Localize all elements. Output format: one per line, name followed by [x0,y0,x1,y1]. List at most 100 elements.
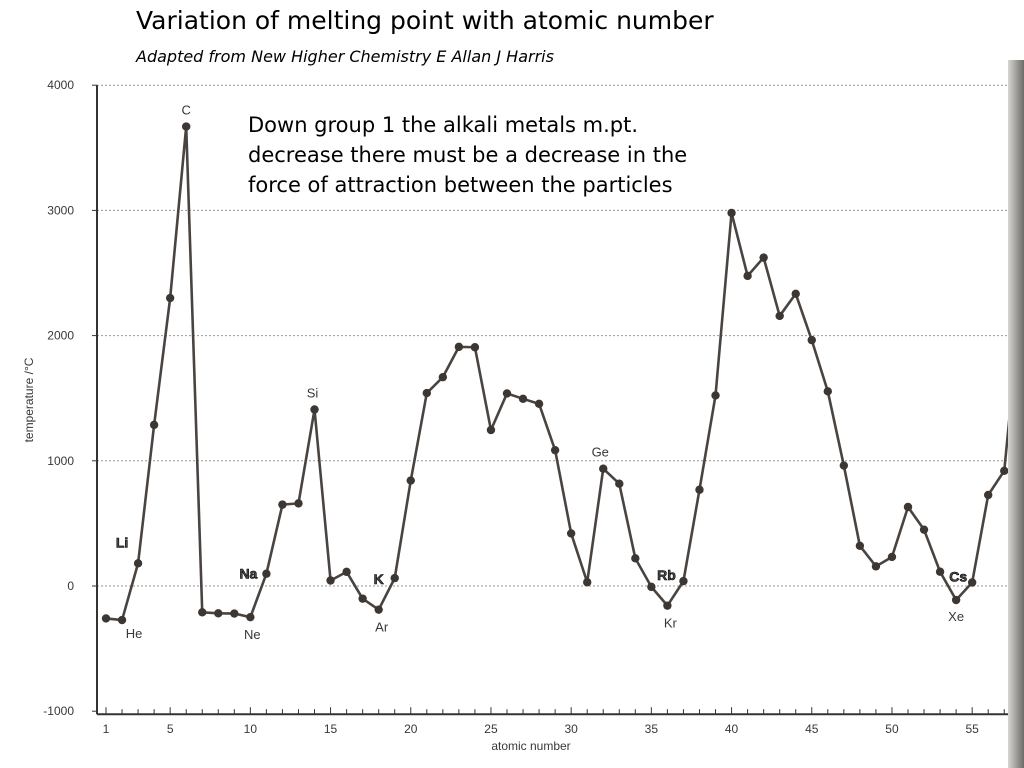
element-label-he: He [126,626,143,641]
data-point-14 [310,405,319,414]
data-point-11 [262,569,271,578]
data-point-1 [101,614,111,623]
scan-edge-decoration [1008,60,1024,768]
x-tick-label: 1 [103,722,110,736]
x-axis-title: atomic number [491,739,570,753]
x-tick-label: 20 [404,722,418,736]
alkali-label-k: K [374,571,384,587]
data-point-3 [133,559,143,568]
element-label-xe: Xe [948,609,964,624]
data-point-13 [294,499,303,508]
series-line [105,125,1022,622]
x-tick-label: 55 [965,722,979,736]
slide-title: Variation of melting point with atomic n… [136,6,714,35]
x-tick-label: 45 [805,722,819,736]
point-labels: C He Ne Si Ar Ge Kr Xe Li Na K Rb Cs [116,103,968,643]
x-tick-label: 10 [244,722,258,736]
data-point-52 [919,525,929,534]
data-point-57 [1000,466,1009,476]
data-point-51 [903,502,913,512]
data-point-56 [984,490,993,500]
data-point-30 [566,529,576,538]
element-label-c: C [182,103,191,118]
x-tick-label: 40 [725,722,739,736]
data-point-28 [534,399,544,409]
y-axis-title: temperature /°C [22,357,36,442]
data-point-54 [951,595,961,605]
data-point-40 [727,208,736,218]
y-tick-label: 0 [67,579,74,593]
series-polyline [105,125,1022,622]
data-point-29 [550,445,560,455]
data-point-47 [839,461,849,470]
data-point-18 [374,605,383,614]
data-point-50 [887,552,897,562]
data-point-4 [149,420,159,430]
data-point-31 [583,578,592,587]
data-point-20 [406,476,415,485]
alkali-label-li: Li [116,534,128,550]
data-point-17 [358,594,367,603]
data-point-33 [615,479,624,488]
element-label-si: Si [307,385,319,400]
data-point-7 [198,608,207,617]
data-point-8 [214,609,223,618]
x-tick-label: 25 [484,722,498,736]
data-point-44 [791,289,800,298]
data-point-27 [518,394,528,404]
y-tick-label: 1000 [47,454,74,468]
data-point-39 [711,391,720,400]
alkali-label-na: Na [239,566,257,582]
data-point-43 [775,311,784,321]
x-tick-label: 50 [885,722,899,736]
x-tick-label: 15 [324,722,338,736]
data-point-9 [230,609,239,618]
y-tick-label: 2000 [47,329,74,343]
annotation-text: Down group 1 the alkali metals m.pt. dec… [248,113,688,197]
x-tick-label: 30 [564,722,578,736]
data-point-26 [502,389,512,398]
x-tick-label: 35 [645,722,659,736]
alkali-label-cs: Cs [949,568,967,584]
data-point-12 [278,500,287,509]
data-points [101,122,1024,625]
data-point-19 [390,573,399,583]
data-point-21 [422,388,431,398]
data-point-45 [807,335,816,345]
data-point-10 [246,612,255,622]
data-point-25 [486,425,496,435]
data-point-36 [663,601,672,610]
data-point-24 [470,343,480,352]
data-point-37 [679,576,688,586]
element-label-kr: Kr [664,616,678,631]
data-point-49 [871,562,881,571]
data-point-46 [823,387,832,396]
data-point-2 [117,615,127,625]
slide-subtitle: Adapted from New Higher Chemistry E Alla… [136,47,554,66]
y-tick-label: 3000 [47,203,74,217]
data-point-35 [647,582,656,592]
data-point-53 [935,567,945,576]
data-point-38 [695,485,704,494]
data-point-42 [759,253,768,262]
data-point-22 [438,372,448,382]
y-tick-label: 4000 [47,78,74,92]
data-point-6 [182,122,191,131]
element-label-ge: Ge [592,445,609,460]
data-point-55 [967,578,977,587]
data-point-16 [342,567,351,577]
element-label-ar: Ar [375,620,389,635]
data-point-15 [326,576,335,585]
data-point-23 [454,342,464,352]
data-point-32 [599,464,608,473]
data-point-41 [743,271,752,281]
element-label-ne: Ne [244,627,261,642]
alkali-label-rb: Rb [657,567,676,583]
x-tick-label: 5 [167,722,174,736]
data-point-48 [855,541,865,551]
y-tick-label: -1000 [43,704,74,718]
data-point-5 [165,293,175,303]
data-point-34 [631,554,640,563]
